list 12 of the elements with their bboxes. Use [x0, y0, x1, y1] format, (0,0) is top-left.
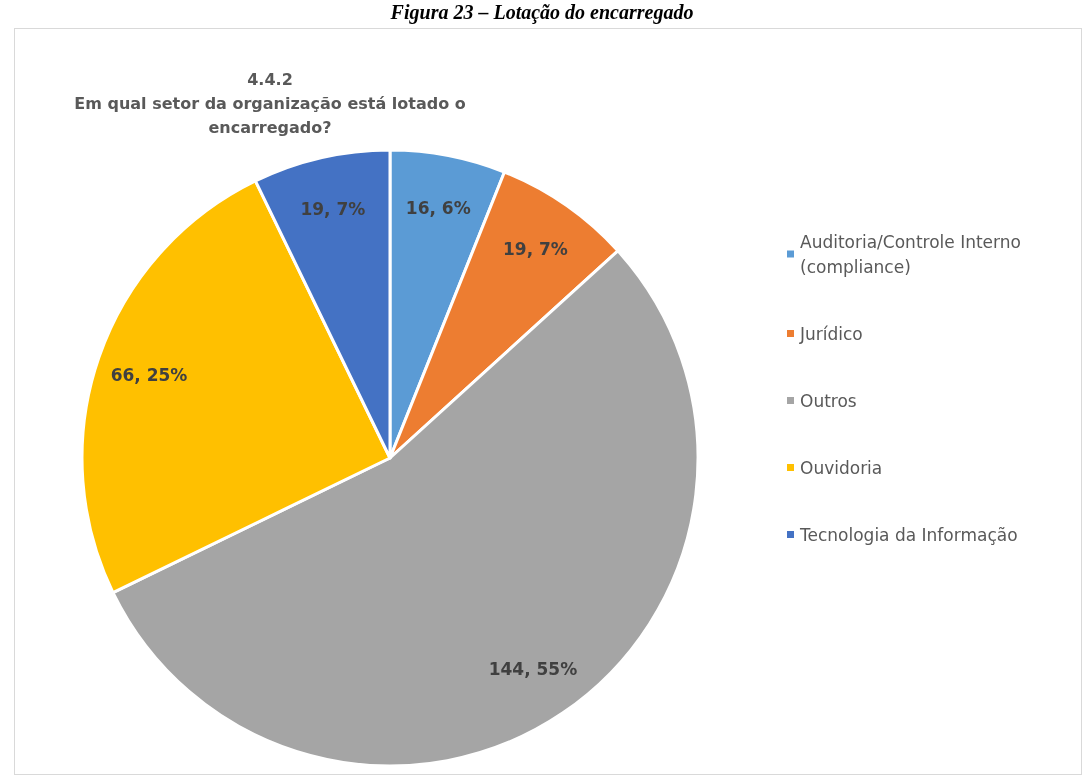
text: Figura 23 – Lotação do encarregado: [389, 1, 694, 24]
data-label: 144, 55%: [488, 659, 578, 680]
legend-label: Ouvidoria: [800, 457, 883, 478]
chart-title: 4.4.2 Em qual setor da organização está lotado o encarregado?: [74, 69, 466, 137]
legend-label: Outros: [800, 390, 857, 411]
legend-label: Jurídico: [799, 323, 863, 344]
data-label: 66, 25%: [110, 364, 188, 385]
data-label: 16, 6%: [405, 197, 471, 218]
legend-label: Tecnologia da Informação: [799, 524, 1018, 545]
data-label: 19, 7%: [502, 238, 568, 259]
data-label: 19, 7%: [300, 199, 366, 220]
legend-label: Auditoria/Controle Interno (compliance): [800, 231, 1027, 277]
